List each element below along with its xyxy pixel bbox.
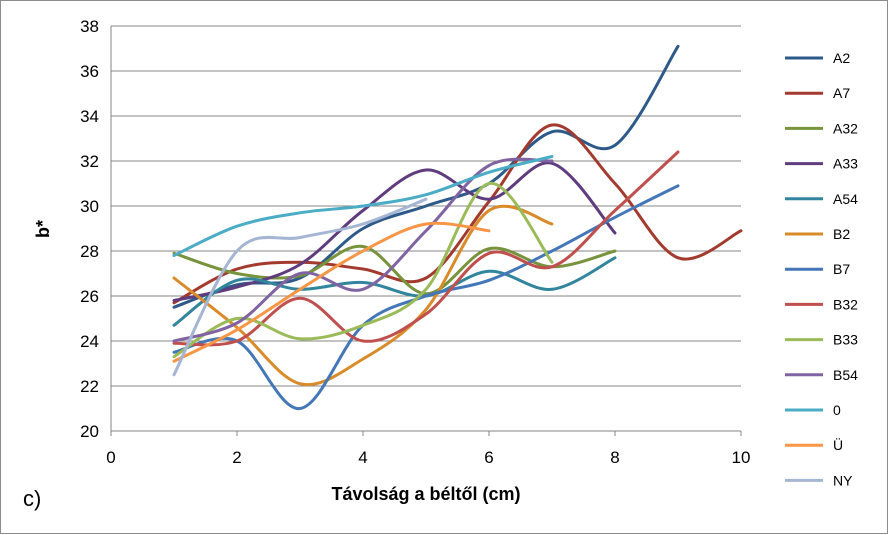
series-lines bbox=[172, 44, 743, 410]
y-tick-label: 36 bbox=[80, 62, 99, 81]
series-line-A2 bbox=[172, 44, 680, 309]
legend-label: A7 bbox=[833, 85, 850, 101]
legend-label: B54 bbox=[833, 367, 858, 383]
y-tick-label: 38 bbox=[80, 17, 99, 36]
legend-label: A2 bbox=[833, 50, 850, 66]
series-line-A33 bbox=[172, 161, 617, 302]
legend-label: NY bbox=[833, 472, 853, 488]
legend-label: B33 bbox=[833, 332, 858, 348]
legend-label: A32 bbox=[833, 120, 858, 136]
series-line-B7 bbox=[172, 184, 680, 410]
series-line-B2 bbox=[172, 204, 554, 387]
series-line-A54 bbox=[172, 256, 617, 327]
legend-label: 0 bbox=[833, 402, 841, 418]
legend-label: B32 bbox=[833, 296, 858, 312]
x-tick-label: 10 bbox=[732, 448, 751, 467]
y-tick-label: 30 bbox=[80, 197, 99, 216]
y-tick-label: 26 bbox=[80, 287, 99, 306]
legend-label: B2 bbox=[833, 226, 850, 242]
series-line-0 bbox=[172, 155, 554, 257]
series-line-A7 bbox=[172, 123, 743, 305]
legend-label: A54 bbox=[833, 191, 858, 207]
x-tick-label: 4 bbox=[358, 448, 367, 467]
y-tick-label: 28 bbox=[80, 242, 99, 261]
series-line-NY bbox=[172, 197, 428, 377]
x-tick-label: 8 bbox=[610, 448, 619, 467]
y-tick-label: 20 bbox=[80, 422, 99, 441]
series-line-B33 bbox=[172, 181, 554, 359]
y-tick-label: 22 bbox=[80, 377, 99, 396]
series-line-Ü bbox=[172, 221, 491, 363]
gridlines bbox=[111, 25, 741, 432]
y-tick-label: 34 bbox=[80, 107, 99, 126]
x-tick-label: 0 bbox=[106, 448, 115, 467]
y-axis-title: b* bbox=[33, 220, 53, 238]
legend-label: B7 bbox=[833, 261, 850, 277]
y-tick-label: 32 bbox=[80, 152, 99, 171]
series-line-B54 bbox=[172, 157, 554, 343]
legend: A2 A7 A32 A33 A54 B2 B7 B32 B33 B54 0 Ü NY bbox=[785, 50, 858, 488]
legend-label: Ü bbox=[833, 436, 843, 453]
legend-label: A33 bbox=[833, 156, 858, 172]
series-line-A32 bbox=[172, 244, 617, 296]
series-line-B32 bbox=[172, 150, 680, 347]
panel-label: c) bbox=[23, 486, 41, 511]
x-tick-label: 2 bbox=[232, 448, 241, 467]
x-tick-label: 6 bbox=[484, 448, 493, 467]
y-tick-label: 24 bbox=[80, 332, 99, 351]
x-axis-title: Távolság a béltől (cm) bbox=[331, 484, 520, 504]
